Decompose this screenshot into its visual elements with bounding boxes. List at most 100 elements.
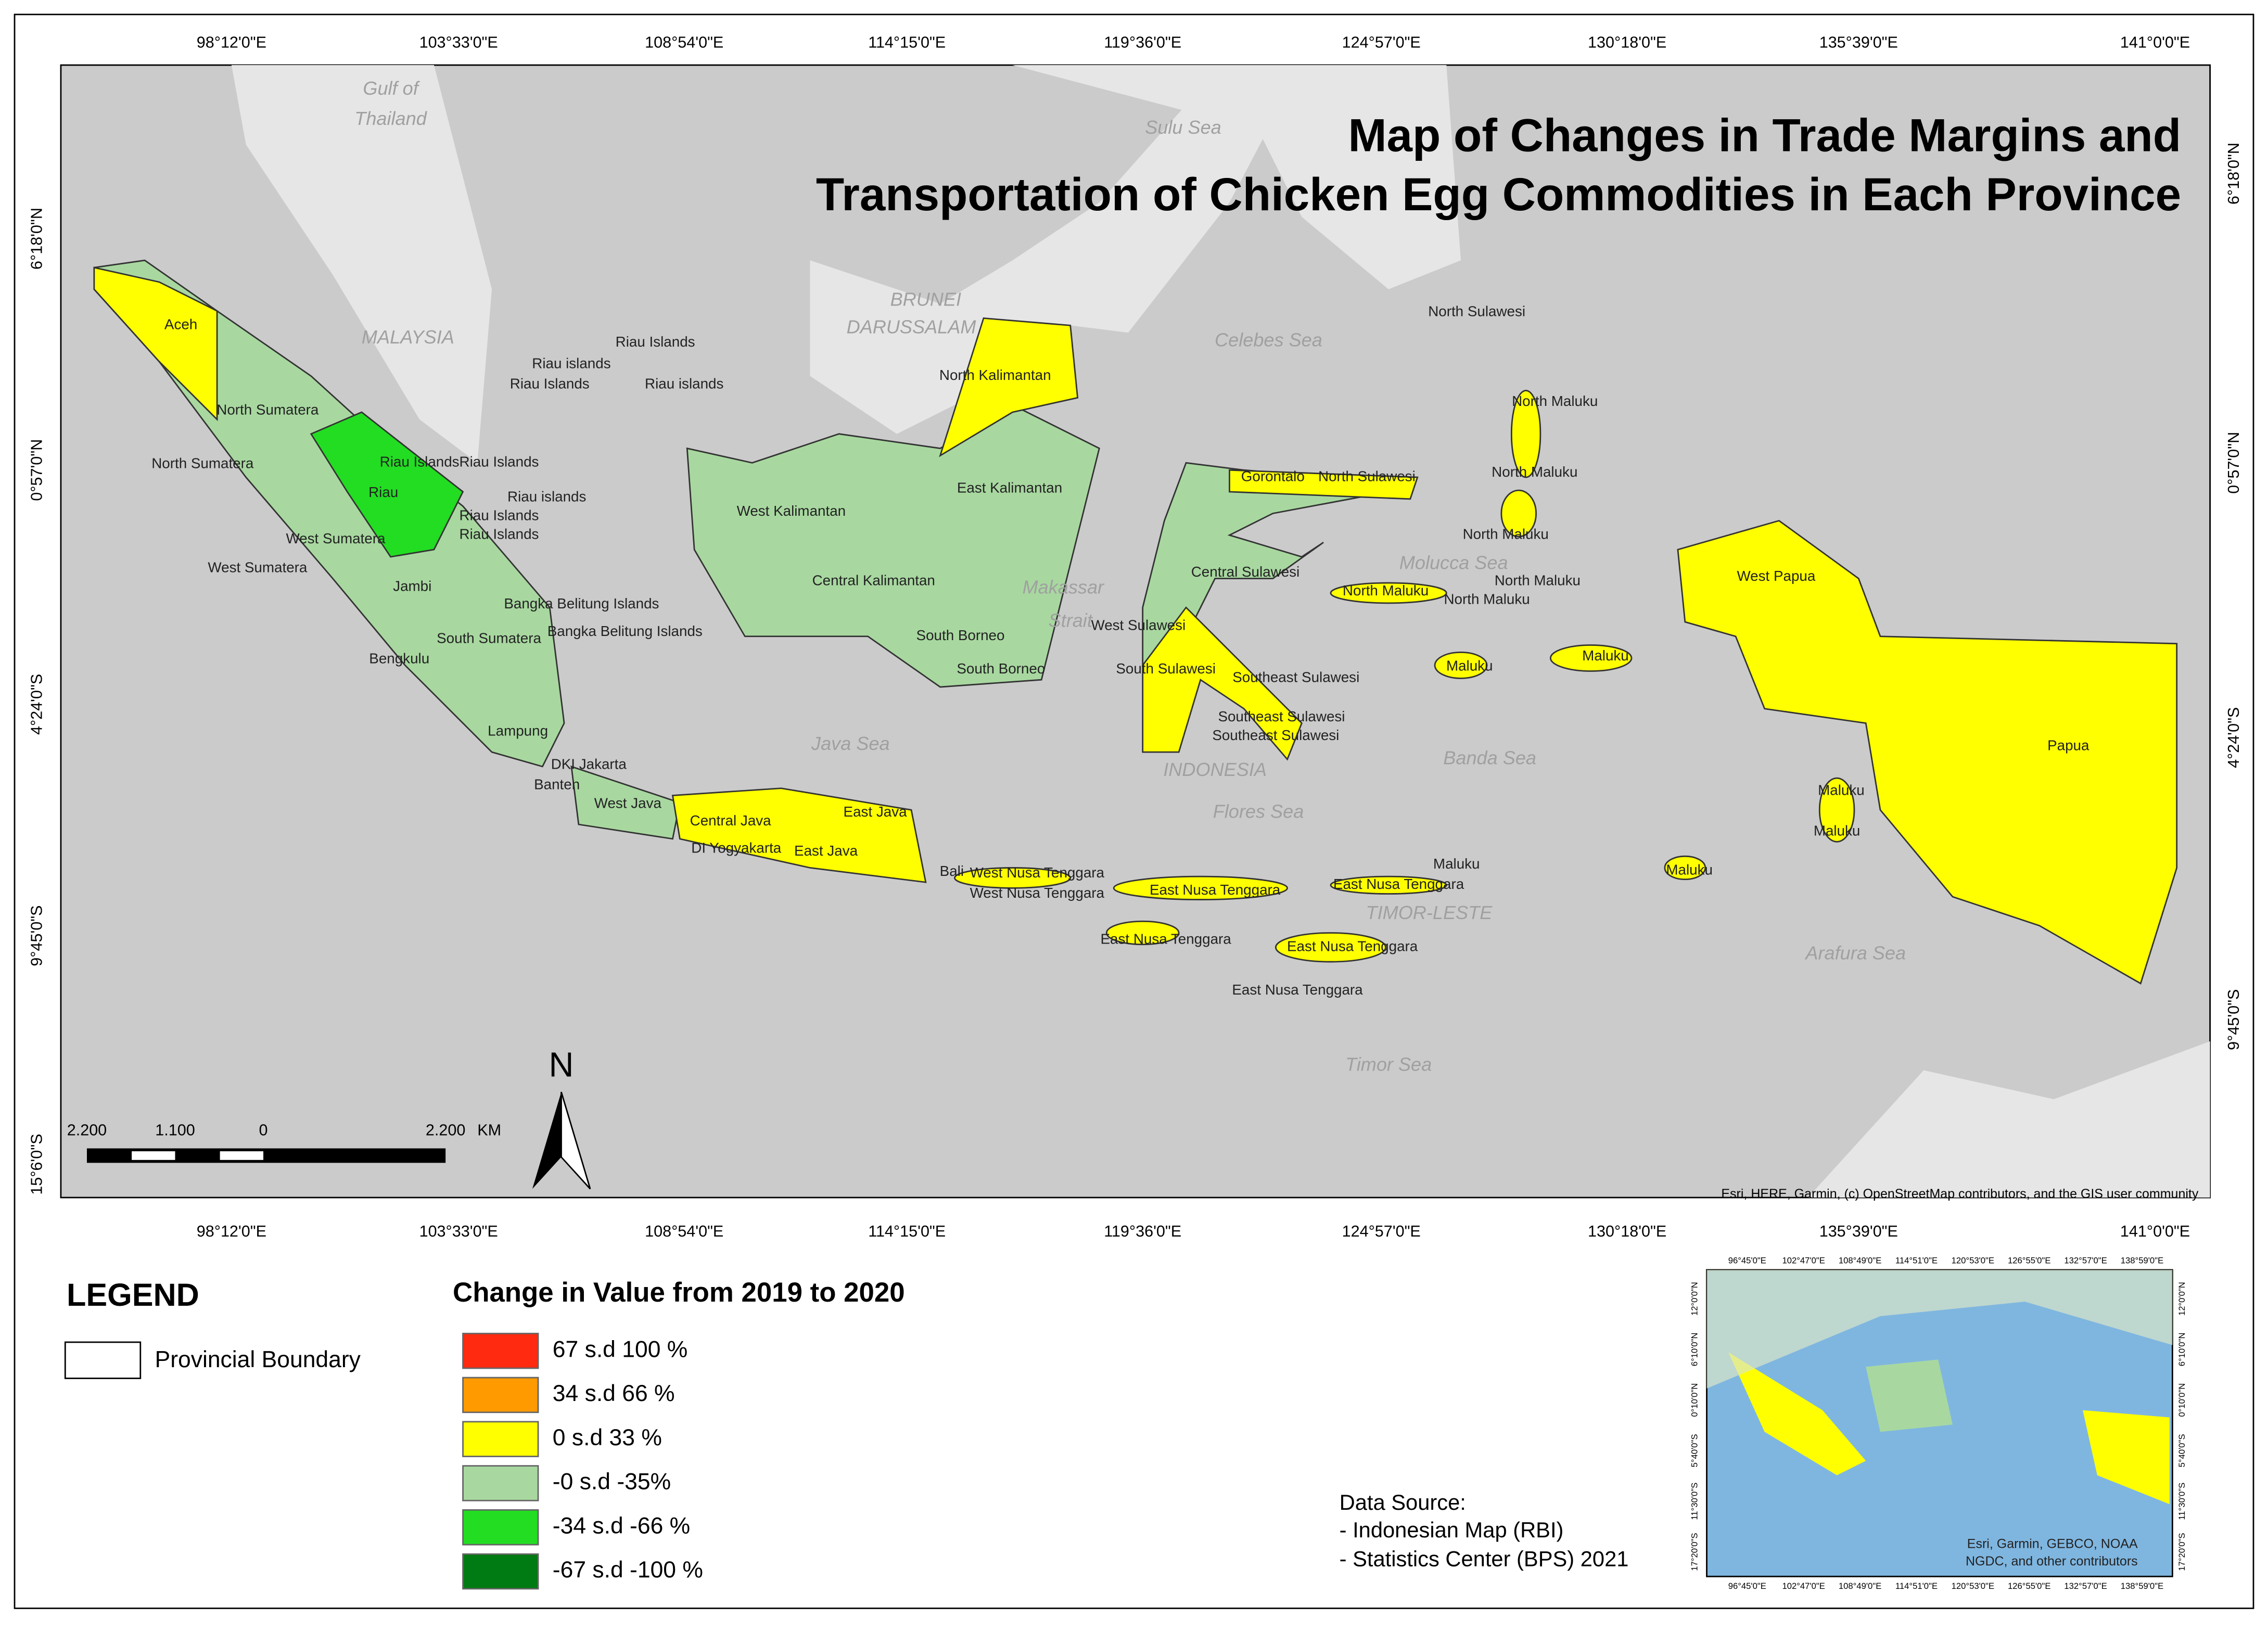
province-label: North Kalimantan <box>939 367 1051 383</box>
neighbor-land <box>231 65 2210 1198</box>
province-label: North Maluku <box>1512 393 1598 409</box>
title: Map of Changes in Trade Margins and Tran… <box>816 109 2181 220</box>
lon-label: 103°33'0"E <box>419 33 498 51</box>
lat-label: 6°18'0"N <box>2225 143 2242 205</box>
province-label: Central Kalimantan <box>812 572 935 589</box>
inset-lat-label: 6°10'0"N <box>2177 1332 2187 1366</box>
data-source: Data Source: - Indonesian Map (RBI) - St… <box>1340 1490 1629 1571</box>
province-label: West Kalimantan <box>737 503 846 519</box>
province-label: East Nusa Tenggara <box>1150 882 1281 898</box>
inset-attribution: Esri, Garmin, GEBCO, NOAA <box>1967 1537 2138 1551</box>
province-label: South Sumatera <box>437 630 541 646</box>
inset-map: Esri, Garmin, GEBCO, NOAA NGDC, and othe… <box>1690 1256 2187 1591</box>
province-label: Maluku <box>1814 822 1861 838</box>
inset-lon-label: 96°45'0"E <box>1728 1256 1766 1266</box>
province-label: West Nusa Tenggara <box>970 864 1105 881</box>
sea-label: Makassar <box>1023 577 1105 598</box>
lat-label: 9°45'0"S <box>2225 989 2242 1050</box>
province-label: West Sumatera <box>208 559 307 576</box>
inset-lat-label: 17°20'0"S <box>1690 1533 1700 1571</box>
class-label: -34 s.d -66 % <box>553 1513 690 1538</box>
province-label: Southeast Sulawesi <box>1218 708 1345 724</box>
sea-label: Java Sea <box>811 733 890 754</box>
legend-classes: 67 s.d 100 % 34 s.d 66 % 0 s.d 33 % -0 s.d … <box>462 1332 703 1590</box>
province-label: East Nusa Tenggara <box>1101 931 1232 947</box>
class-label: -0 s.d -35% <box>553 1469 671 1495</box>
province-label: Riau Islands <box>460 507 539 523</box>
class-swatch <box>462 1553 539 1590</box>
source-line: - Statistics Center (BPS) 2021 <box>1340 1547 1629 1571</box>
province-label: Bangka Belitung Islands <box>504 595 659 612</box>
inset-lon-label: 138°59'0"E <box>2121 1256 2163 1266</box>
province-label: South Borneo <box>916 627 1005 643</box>
inset-lon-label: 102°47'0"E <box>1782 1256 1825 1266</box>
province-label: South Borneo <box>957 660 1045 677</box>
lon-label: 114°15'0"E <box>868 1222 946 1240</box>
province-label: East Nusa Tenggara <box>1232 982 1363 998</box>
north-label: N <box>549 1046 574 1085</box>
inset-lat-label: 12°0'0"N <box>2177 1282 2187 1316</box>
lat-label: 0°57'0"N <box>28 439 46 501</box>
scale-label: 2.200 <box>426 1121 465 1139</box>
province-label: Maluku <box>1666 861 1713 877</box>
province-label: Riau islands <box>507 488 586 504</box>
province-label: DI Yogyakarta <box>691 840 782 856</box>
province-label: Riau Islands <box>380 454 460 470</box>
provinces <box>93 259 2178 985</box>
inset-lon-label: 108°49'0"E <box>1839 1256 1881 1266</box>
lon-label: 114°15'0"E <box>868 33 946 51</box>
boundary-swatch <box>64 1341 142 1379</box>
province-label: East Java <box>844 804 908 820</box>
province-label: Maluku <box>1433 856 1480 872</box>
scale-label: 1.100 <box>155 1121 195 1139</box>
lon-label: 141°0'0"E <box>2120 33 2190 51</box>
province-label: West Nusa Tenggara <box>970 885 1105 901</box>
lon-label: 130°18'0"E <box>1588 1222 1666 1240</box>
province-label: Bali <box>940 863 964 879</box>
province-label: West Sumatera <box>286 530 385 546</box>
province-label: East Java <box>794 843 858 859</box>
scale-bar: 2.200 1.100 0 2.200 KM <box>67 1121 501 1163</box>
lon-label: 98°12'0"E <box>197 33 266 51</box>
province-label: West Sulawesi <box>1091 617 1186 633</box>
inset-lon-label: 114°51'0"E <box>1895 1581 1938 1591</box>
class-swatch <box>462 1509 539 1546</box>
class-label: 34 s.d 66 % <box>553 1381 675 1406</box>
legend-title: LEGEND <box>67 1277 199 1313</box>
lon-label: 135°39'0"E <box>1819 33 1898 51</box>
province-label: North Maluku <box>1444 591 1530 607</box>
inset-lon-label: 132°57'0"E <box>2064 1581 2107 1591</box>
lon-label: 124°57'0"E <box>1342 1222 1421 1240</box>
sea-label: Celebes Sea <box>1215 329 1322 350</box>
province-label: Riau Islands <box>460 454 539 470</box>
province-label: North Sulawesi <box>1318 468 1416 484</box>
inset-lon-label: 138°59'0"E <box>2121 1581 2163 1591</box>
class-label: 0 s.d 33 % <box>553 1425 662 1450</box>
class-swatch <box>462 1465 539 1501</box>
inset-lat-label: 0°10'0"N <box>2177 1383 2187 1417</box>
province-label: DKI Jakarta <box>551 756 627 772</box>
source-line: - Indonesian Map (RBI) <box>1340 1518 1564 1542</box>
lat-label: 4°24'0"S <box>2225 707 2242 768</box>
class-label: -67 s.d -100 % <box>553 1557 703 1583</box>
inset-lon-label: 120°53'0"E <box>1952 1581 1994 1591</box>
scale-label: 0 <box>259 1121 268 1139</box>
page-frame <box>14 14 2254 1609</box>
inset-lon-label: 126°55'0"E <box>2008 1256 2050 1266</box>
inset-lat-label: 11°30'0"S <box>1690 1483 1700 1520</box>
lon-label: 124°57'0"E <box>1342 33 1421 51</box>
province-label: Aceh <box>164 316 197 333</box>
province-label: West Java <box>594 795 662 811</box>
sea-label: Flores Sea <box>1213 800 1304 822</box>
province-label: Riau islands <box>532 355 610 372</box>
province-label: North Maluku <box>1492 464 1577 480</box>
class-swatch <box>462 1377 539 1413</box>
lon-label: 108°54'0"E <box>645 1222 723 1240</box>
lat-label: 9°45'0"S <box>28 905 46 966</box>
sea-label: Strait <box>1049 610 1093 631</box>
province-label: North Sulawesi <box>1428 303 1525 320</box>
province-label: North Maluku <box>1495 572 1581 589</box>
province-label: Southeast Sulawesi <box>1212 727 1339 743</box>
province-label: Gorontalo <box>1241 468 1305 484</box>
sea-label: Gulf of <box>363 78 420 99</box>
